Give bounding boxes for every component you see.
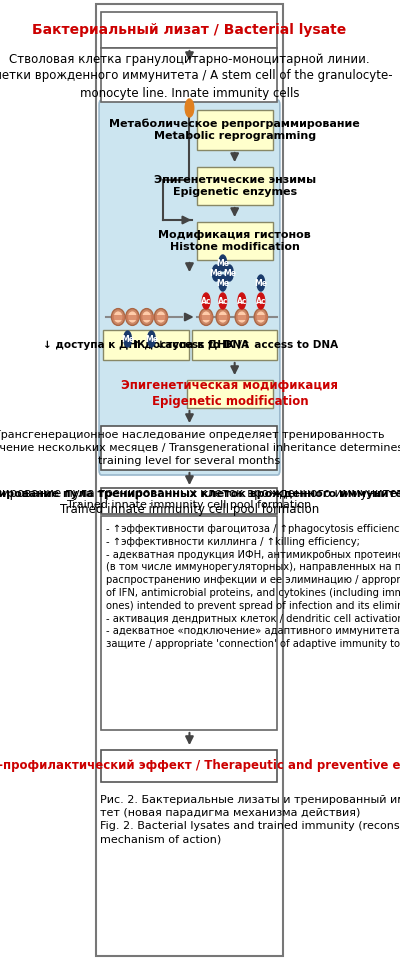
Ellipse shape bbox=[112, 308, 125, 325]
Ellipse shape bbox=[254, 308, 268, 325]
Circle shape bbox=[226, 265, 233, 281]
Text: ↑ доступа к ДНК /↑ access to DNA: ↑ доступа к ДНК /↑ access to DNA bbox=[132, 340, 338, 350]
FancyBboxPatch shape bbox=[99, 100, 280, 475]
Ellipse shape bbox=[156, 311, 165, 323]
Text: Бактериальный лизат / Bacterial lysate: Бактериальный лизат / Bacterial lysate bbox=[32, 23, 346, 37]
Circle shape bbox=[219, 255, 226, 271]
Ellipse shape bbox=[140, 308, 153, 325]
Ellipse shape bbox=[154, 308, 168, 325]
Text: Метаболическое репрограммирование
Metabolic reprogramming: Метаболическое репрограммирование Metabo… bbox=[109, 118, 360, 141]
Text: Формирование пула тренированных клеток врожденного иммунитета: Формирование пула тренированных клеток в… bbox=[0, 489, 400, 499]
Bar bbox=[102, 488, 278, 514]
Bar bbox=[187, 380, 273, 408]
Circle shape bbox=[219, 275, 226, 291]
Text: Me: Me bbox=[254, 278, 267, 287]
Text: Me: Me bbox=[216, 258, 229, 268]
Text: Эпигенетические энзимы
Epigenetic enzymes: Эпигенетические энзимы Epigenetic enzyme… bbox=[154, 175, 316, 197]
Text: Трансгенерационное наследование определяет тренированность
в течение нескольких : Трансгенерационное наследование определя… bbox=[0, 430, 400, 467]
Circle shape bbox=[257, 275, 265, 291]
Bar bbox=[197, 110, 273, 150]
Ellipse shape bbox=[126, 308, 139, 325]
Text: Модификация гистонов
Histone modification: Модификация гистонов Histone modificatio… bbox=[158, 229, 311, 252]
Ellipse shape bbox=[142, 311, 151, 323]
Bar bbox=[197, 222, 273, 260]
Circle shape bbox=[185, 99, 194, 117]
Ellipse shape bbox=[256, 311, 265, 323]
Bar bbox=[102, 516, 278, 730]
Ellipse shape bbox=[202, 311, 210, 323]
Text: Стволовая клетка гранулоцитарно-моноцитарной линии.
Клетки врожденного иммунитет: Стволовая клетка гранулоцитарно-моноцита… bbox=[0, 53, 393, 100]
Ellipse shape bbox=[128, 311, 137, 323]
Bar bbox=[103, 330, 188, 360]
Ellipse shape bbox=[218, 311, 227, 323]
Circle shape bbox=[257, 293, 265, 309]
Circle shape bbox=[124, 331, 132, 347]
Bar bbox=[102, 48, 278, 102]
Circle shape bbox=[148, 331, 155, 347]
Ellipse shape bbox=[200, 308, 213, 325]
Bar bbox=[102, 426, 278, 470]
Circle shape bbox=[219, 293, 226, 309]
Text: Эпигенетическая модификация
Epigenetic modification: Эпигенетическая модификация Epigenetic m… bbox=[122, 379, 338, 409]
Circle shape bbox=[212, 265, 220, 281]
Text: Ac: Ac bbox=[256, 297, 266, 305]
Text: Ac: Ac bbox=[218, 297, 228, 305]
Circle shape bbox=[238, 293, 246, 309]
Text: Trained innate immunity cell pool formation: Trained innate immunity cell pool format… bbox=[67, 500, 312, 510]
Text: Me: Me bbox=[216, 278, 229, 287]
Text: - ↑эффективности фагоцитоза / ↑phagocytosis efficiency;
- ↑эффективности киллинг: - ↑эффективности фагоцитоза / ↑phagocyto… bbox=[106, 524, 400, 649]
Bar bbox=[197, 167, 273, 205]
Text: Me: Me bbox=[145, 334, 158, 344]
Text: Ac: Ac bbox=[201, 297, 211, 305]
Bar bbox=[192, 330, 278, 360]
Ellipse shape bbox=[114, 311, 122, 323]
Text: Me: Me bbox=[210, 269, 223, 277]
Circle shape bbox=[202, 293, 210, 309]
Text: Лечебно-профилактический эффект / Therapeutic and preventive effects: Лечебно-профилактический эффект / Therap… bbox=[0, 759, 400, 773]
Text: Me: Me bbox=[223, 269, 236, 277]
Text: Рис. 2. Бактериальные лизаты и тренированный иммуни-
тет (новая парадигма механи: Рис. 2. Бактериальные лизаты и тренирова… bbox=[100, 795, 400, 845]
Ellipse shape bbox=[216, 308, 230, 325]
Ellipse shape bbox=[238, 311, 246, 323]
Text: Me: Me bbox=[121, 334, 134, 344]
Bar bbox=[102, 750, 278, 782]
Text: ↓ доступа к ДНК / ↓access to DNA: ↓ доступа к ДНК / ↓access to DNA bbox=[43, 340, 249, 350]
Ellipse shape bbox=[235, 308, 248, 325]
Text: Формирование пула тренированных клеток врожденного иммунитета
Trained innate imm: Формирование пула тренированных клеток в… bbox=[0, 487, 400, 516]
Text: Ac: Ac bbox=[236, 297, 247, 305]
Bar bbox=[102, 12, 278, 48]
